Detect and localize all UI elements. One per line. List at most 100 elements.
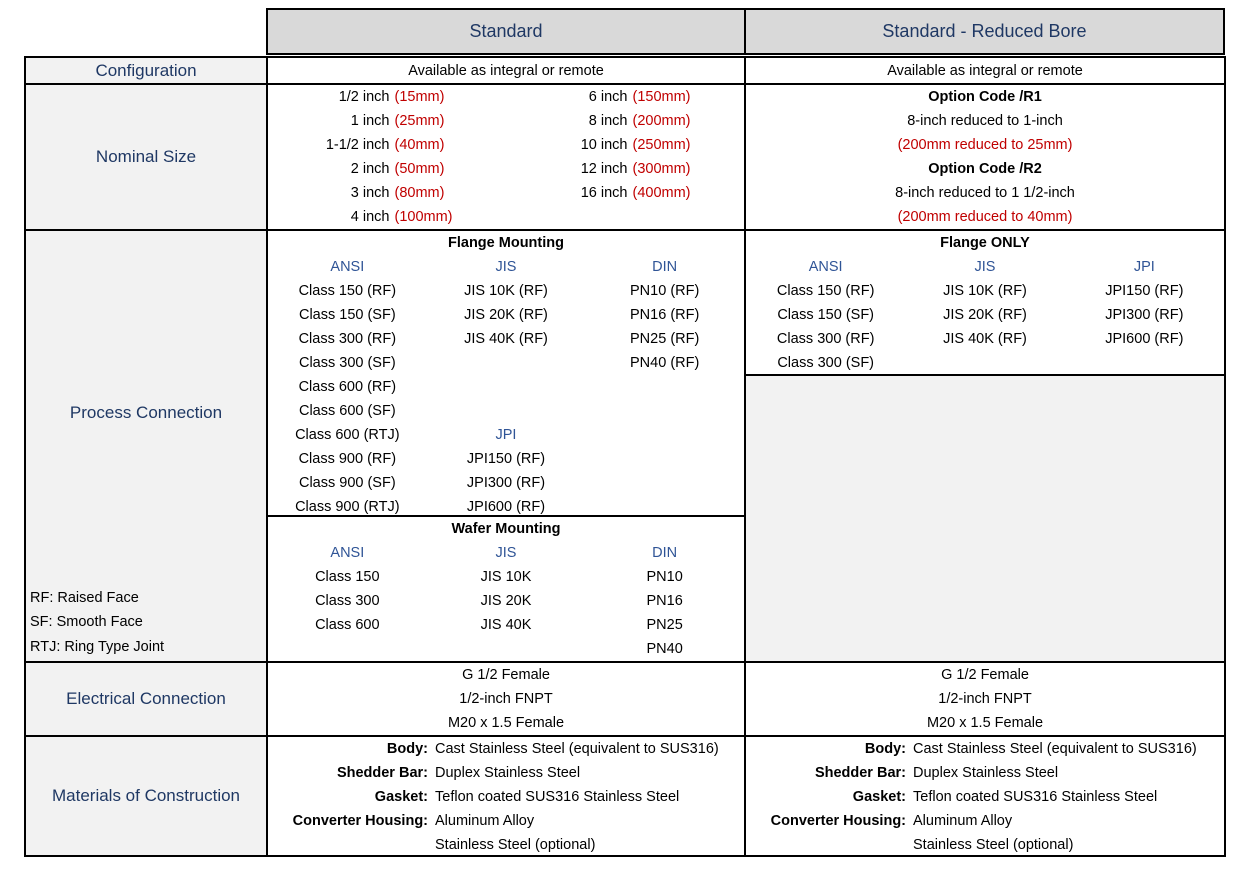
option-line: Option Code /R2 — [928, 161, 1042, 177]
standard-column-header: ANSI — [330, 259, 365, 275]
size-inch: 1 inch — [350, 113, 390, 129]
material-name: Gasket: — [374, 789, 428, 805]
material-value: Teflon coated SUS316 Stainless Steel — [913, 789, 1158, 805]
pc-item: PN25 — [646, 617, 683, 633]
pc-item: JIS 10K (RF) — [464, 283, 548, 299]
material-value: Cast Stainless Steel (equivalent to SUS3… — [913, 741, 1197, 757]
pc-item: Class 900 (SF) — [298, 475, 396, 491]
size-mm: (100mm) — [394, 209, 453, 225]
face-type-notes: RF: Raised Face SF: Smooth Face RTJ: Ring … — [30, 586, 164, 659]
pc-item: JIS 20K — [480, 593, 532, 609]
material-name: Gasket: — [852, 789, 906, 805]
size-mm: (250mm) — [632, 137, 691, 153]
nominal-size-item: 12 inch (300mm) — [506, 157, 744, 181]
text-line: M20 x 1.5 Female — [447, 715, 565, 731]
flange-only-section: Flange ONLY ANSI Class 150 (RF) Class 150 (… — [746, 231, 1224, 374]
standard-column-header: ANSI — [330, 545, 365, 561]
material-value: Cast Stainless Steel (equivalent to SUS3… — [435, 741, 719, 757]
pc-item: PN40 (RF) — [630, 355, 700, 371]
material-value: Stainless Steel (optional) — [435, 837, 596, 853]
text-line: SF: Smooth Face — [30, 614, 143, 631]
text-line: M20 x 1.5 Female — [926, 715, 1044, 731]
row-label-configuration-text: Configuration — [95, 60, 197, 80]
size-inch: 2 inch — [350, 161, 390, 177]
pc-item: JIS 40K (RF) — [464, 331, 548, 347]
configuration-standard-cell: Available as integral or remote — [267, 57, 745, 84]
pc-item — [427, 399, 586, 423]
pc-item: PN10 — [646, 569, 683, 585]
row-label-nominal-size: Nominal Size — [25, 84, 267, 230]
size-inch: 8 inch — [588, 113, 628, 129]
pc-item — [427, 375, 586, 399]
row-label-materials: Materials of Construction — [25, 736, 267, 856]
pc-item: Class 900 (RF) — [298, 451, 397, 467]
pc-item: PN25 (RF) — [630, 331, 700, 347]
pc-item — [427, 351, 586, 375]
pc-item: Class 300 (RF) — [298, 331, 397, 347]
row-label-process-connection: Process Connection RF: Raised Face SF: Sm… — [25, 230, 267, 662]
pc-item: JPI300 (RF) — [466, 475, 546, 491]
pc-item: Class 300 (SF) — [777, 355, 875, 371]
column-header-reduced-bore: Standard - Reduced Bore — [744, 8, 1225, 55]
material-value: Duplex Stainless Steel — [435, 765, 581, 781]
nominal-size-item: 8 inch (200mm) — [506, 109, 744, 133]
option-line: (200mm reduced to 25mm) — [897, 137, 1073, 153]
pc-item: JPI300 (RF) — [1105, 307, 1184, 323]
pc-item: JIS 40K (RF) — [943, 331, 1027, 347]
nominal-size-column: 6 inch (150mm) 8 inch (200mm) 10 inch (250mm)… — [506, 85, 744, 229]
nominal-size-item: 1 inch (25mm) — [268, 109, 506, 133]
configuration-reduced-cell: Available as integral or remote — [745, 57, 1225, 84]
pc-item: Class 150 (RF) — [776, 283, 875, 299]
material-value: Aluminum Alloy — [435, 813, 535, 829]
option-line: Option Code /R1 — [928, 89, 1042, 105]
process-connection-reduced-empty-area — [745, 375, 1225, 662]
size-inch: 16 inch — [580, 185, 628, 201]
material-name — [746, 833, 906, 855]
option-line: 8-inch reduced to 1-inch — [907, 113, 1063, 129]
pc-item: JIS 10K — [480, 569, 532, 585]
pc-item: Class 900 (RTJ) — [295, 499, 400, 515]
standard-column-header: DIN — [652, 545, 678, 561]
size-inch: 3 inch — [350, 185, 390, 201]
configuration-standard-text: Available as integral or remote — [408, 62, 604, 79]
nominal-size-list: 1/2 inch (15mm) 1 inch (25mm) 1-1/2 inch (40m… — [268, 85, 744, 229]
size-inch: 1-1/2 inch — [325, 137, 390, 153]
materials-reduced-cell: Body: Cast Stainless Steel (equivalent to… — [745, 736, 1225, 856]
standards-grid: ANSI Class 150 Class 300 Class 600 JIS JIS 10… — [268, 541, 744, 661]
text-line: G 1/2 Female — [462, 667, 550, 683]
pc-item: Class 150 — [315, 569, 380, 585]
electrical-connection-standard-cell: G 1/2 Female 1/2-inch FNPT M20 x 1.5 Femal… — [267, 662, 745, 736]
standard-column-header: JIS — [495, 259, 517, 275]
process-connection-reduced-flange-cell: Flange ONLY ANSI Class 150 (RF) Class 150 (… — [745, 230, 1225, 375]
nominal-size-item: 4 inch (100mm) — [268, 205, 506, 229]
option-line: 8-inch reduced to 1 1/2-inch — [895, 185, 1075, 201]
materials-list: Body: Cast Stainless Steel (equivalent to… — [746, 737, 1224, 855]
pc-item: JIS 10K (RF) — [943, 283, 1027, 299]
row-label-electrical-connection-text: Electrical Connection — [66, 689, 226, 708]
standard-column-header: JPI — [1133, 259, 1155, 275]
pc-item: Class 600 (RTJ) — [295, 427, 400, 443]
nominal-size-item: 1-1/2 inch (40mm) — [268, 133, 506, 157]
standard-column-header: JIS — [974, 259, 996, 275]
pc-item: Class 300 (SF) — [298, 355, 396, 371]
process-connection-standard-flange-cell: Flange Mounting ANSI Class 150 (RF) Class 1… — [267, 230, 745, 516]
size-mm: (25mm) — [394, 113, 445, 129]
pc-item: Class 150 (SF) — [298, 307, 396, 323]
configuration-reduced-text: Available as integral or remote — [887, 62, 1083, 79]
pc-item: JPI600 (RF) — [1105, 331, 1184, 347]
nominal-size-column: 1/2 inch (15mm) 1 inch (25mm) 1-1/2 inch (40m… — [268, 85, 506, 229]
nominal-size-item: 6 inch (150mm) — [506, 85, 744, 109]
row-label-configuration: Configuration — [25, 57, 267, 84]
pc-item: PN40 — [646, 641, 683, 657]
material-name: Converter Housing: — [292, 813, 428, 829]
text-line: RTJ: Ring Type Joint — [30, 638, 165, 655]
material-name: Body: — [386, 741, 428, 757]
standard-column-header: DIN — [652, 259, 678, 275]
standard-column-header: JPI — [495, 427, 517, 443]
text-line: 1/2-inch FNPT — [459, 691, 553, 707]
material-name — [268, 833, 428, 855]
material-value: Aluminum Alloy — [913, 813, 1013, 829]
pc-item: JIS 20K (RF) — [943, 307, 1027, 323]
material-value: Duplex Stainless Steel — [913, 765, 1059, 781]
